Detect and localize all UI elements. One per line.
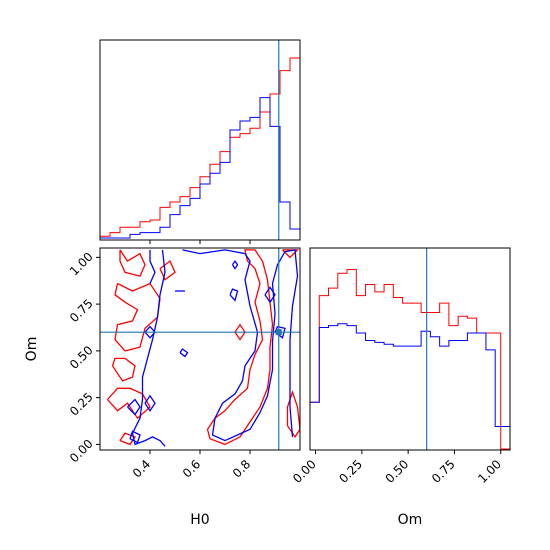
contour-truth-marker xyxy=(275,329,282,336)
h0-histogram-blue-series xyxy=(100,97,300,239)
contour-xlabel: H0 xyxy=(190,512,209,528)
om-histogram-plot xyxy=(310,248,510,450)
red-contour-7 xyxy=(206,249,274,446)
contour-plot xyxy=(100,248,300,450)
h0-histogram-plot xyxy=(100,40,300,240)
blue-contour-11 xyxy=(264,286,276,304)
blue-contour-10 xyxy=(229,288,239,302)
om-histogram-xlabel: Om xyxy=(398,512,423,528)
blue-contour-3 xyxy=(149,249,156,284)
blue-contour-5 xyxy=(127,398,141,416)
om-histogram-frame xyxy=(309,247,511,451)
red-contour-4 xyxy=(107,387,151,420)
om-histogram-blue-series xyxy=(310,323,510,449)
red-contour-6 xyxy=(159,260,176,281)
contour-ylabel: Om xyxy=(24,337,40,362)
h0-histogram-ticks xyxy=(149,240,251,244)
red-contour-3 xyxy=(111,357,136,382)
blue-contour-12 xyxy=(274,325,286,339)
red-contour-10 xyxy=(286,389,300,439)
blue-contour-6 xyxy=(144,394,156,412)
blue-contour-8 xyxy=(179,348,189,358)
red-contour-5 xyxy=(119,432,136,446)
blue-contour-9 xyxy=(231,259,239,270)
red-contour-2 xyxy=(114,282,161,352)
red-contour-1 xyxy=(119,249,146,277)
red-contour-9 xyxy=(282,249,300,259)
blue-contour-7 xyxy=(129,430,141,444)
blue-contour-2 xyxy=(131,249,166,447)
h0-histogram-panel xyxy=(99,39,301,244)
blue-contour-1 xyxy=(182,249,299,442)
om-histogram-red-series xyxy=(310,268,510,450)
